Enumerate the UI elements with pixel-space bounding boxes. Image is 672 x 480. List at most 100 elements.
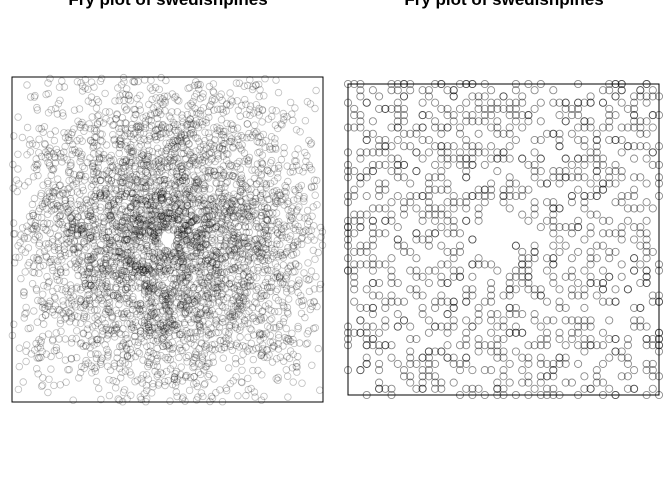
left-fry-point: [282, 189, 290, 197]
left-fry-point: [305, 227, 313, 236]
left-fry-point: [168, 316, 177, 324]
left-fry-point: [137, 206, 145, 214]
left-fry-point: [244, 374, 252, 383]
left-fry-point: [187, 206, 196, 214]
left-fry-point: [23, 222, 31, 230]
left-fry-point: [234, 310, 243, 318]
left-fry-point: [179, 208, 187, 217]
left-fry-point: [116, 119, 124, 127]
left-fry-point: [169, 195, 178, 204]
left-fry-point: [202, 118, 211, 127]
left-fry-point: [237, 203, 245, 212]
left-fry-point: [83, 158, 92, 167]
left-fry-point: [308, 302, 316, 311]
left-fry-point: [73, 231, 81, 239]
left-fry-point: [198, 278, 206, 287]
right-fry-point: [530, 86, 539, 95]
left-fry-point: [205, 212, 213, 220]
left-fry-point: [269, 192, 277, 200]
left-fry-point: [194, 311, 202, 319]
left-fry-point: [220, 208, 229, 216]
left-fry-point: [127, 371, 135, 379]
left-fry-point: [270, 203, 278, 211]
left-fry-point: [77, 120, 86, 129]
left-fry-point: [136, 219, 145, 228]
left-fry-point: [166, 397, 174, 405]
left-fry-point: [189, 363, 197, 372]
left-fry-point: [96, 147, 104, 155]
left-fry-point: [308, 361, 316, 369]
left-fry-point: [196, 324, 204, 332]
left-fry-point: [204, 291, 213, 300]
left-fry-point: [138, 228, 146, 237]
left-fry-point: [228, 172, 236, 180]
left-fry-point: [167, 168, 176, 177]
right-plot-title: Fry plot of swedishpines: [404, 0, 603, 10]
left-fry-point: [147, 308, 155, 317]
left-fry-point: [179, 336, 188, 345]
left-fry-point: [110, 242, 118, 250]
left-fry-point: [159, 327, 168, 335]
left-fry-point: [108, 326, 116, 335]
left-fry-point: [146, 302, 154, 310]
left-fry-point: [77, 362, 86, 371]
left-fry-point: [257, 203, 266, 211]
left-fry-point: [258, 222, 266, 231]
left-fry-point: [220, 222, 229, 230]
left-fry-point: [93, 142, 101, 150]
left-fry-point: [69, 220, 77, 229]
left-fry-point: [153, 256, 162, 264]
left-fry-point: [176, 194, 184, 203]
left-fry-point: [116, 247, 124, 255]
left-fry-point: [140, 234, 149, 243]
left-fry-point: [187, 263, 195, 271]
left-fry-point: [120, 185, 129, 193]
left-fry-point: [259, 130, 267, 139]
left-fry-point: [103, 345, 111, 354]
left-fry-point: [236, 196, 245, 205]
left-fry-point: [173, 96, 182, 104]
left-fry-point: [114, 84, 122, 92]
left-fry-point: [227, 275, 235, 283]
left-fry-point: [214, 171, 222, 180]
left-fry-point: [111, 97, 119, 105]
left-fry-point: [114, 165, 123, 173]
left-fry-point: [257, 196, 266, 204]
left-fry-point: [87, 183, 96, 191]
left-fry-point: [178, 162, 187, 170]
left-fry-point: [55, 351, 63, 359]
left-fry-point: [31, 346, 39, 354]
right-fry-point: [530, 384, 539, 393]
left-fry-point: [57, 327, 65, 335]
left-fry-point: [173, 190, 181, 198]
left-fry-point: [137, 167, 146, 175]
left-fry-point: [52, 104, 60, 113]
left-fry-point: [140, 76, 149, 84]
left-fry-point: [146, 329, 154, 337]
left-fry-point: [198, 234, 206, 242]
left-fry-point: [111, 248, 120, 256]
left-fry-point: [45, 258, 54, 267]
left-fry-point: [37, 125, 46, 133]
left-fry-point: [70, 238, 79, 246]
left-fry-point: [139, 151, 147, 159]
left-fry-point: [135, 214, 144, 222]
left-fry-point: [211, 253, 220, 261]
left-fry-point: [195, 156, 203, 165]
left-fry-point: [180, 230, 189, 239]
left-fry-point: [201, 256, 210, 265]
left-fry-point: [173, 228, 182, 237]
left-fry-point: [102, 267, 111, 276]
right-fry-point: [412, 254, 421, 263]
left-fry-point: [267, 132, 276, 141]
left-fry-point: [240, 95, 249, 104]
left-fry-point: [86, 350, 95, 358]
left-fry-point: [91, 281, 100, 290]
left-fry-point: [62, 314, 70, 322]
left-fry-point: [122, 190, 130, 198]
left-fry-point: [140, 316, 149, 325]
left-fry-point: [141, 182, 149, 191]
left-fry-point: [196, 248, 205, 257]
left-fry-point: [253, 247, 262, 256]
left-fry-point: [45, 239, 53, 248]
